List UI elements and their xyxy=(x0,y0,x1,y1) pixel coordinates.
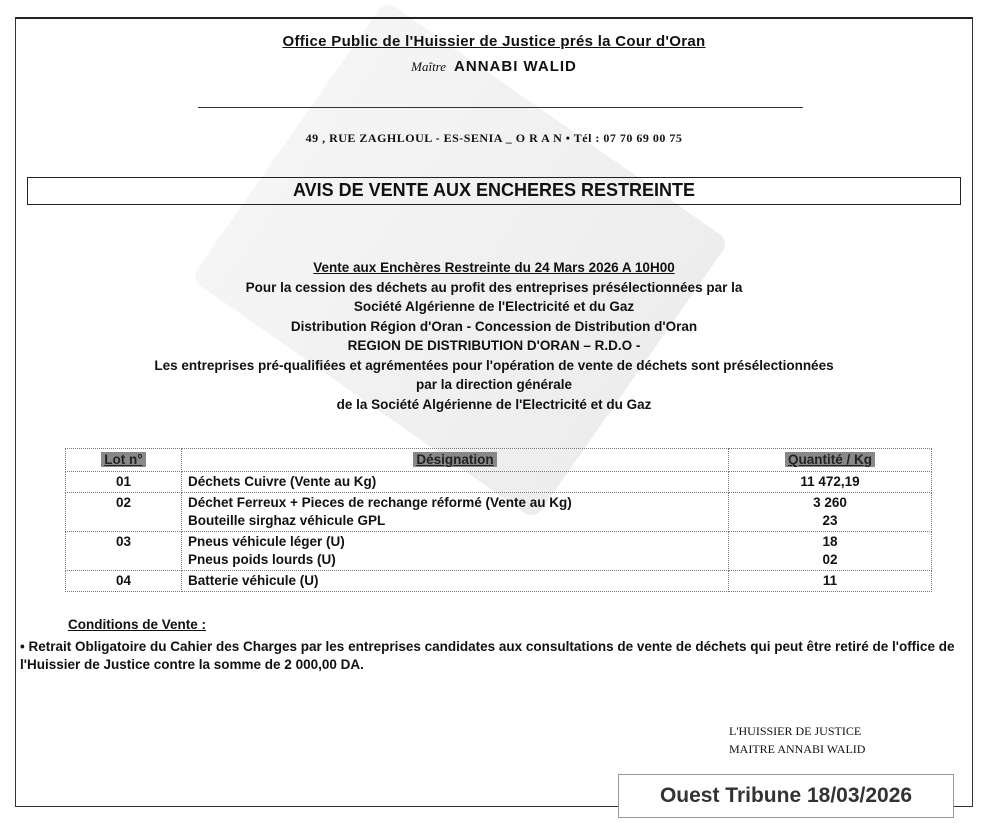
quantity-cell: 18 02 xyxy=(728,531,932,571)
designation-text: Batterie véhicule (U) xyxy=(188,573,319,588)
signature: L'HUISSIER DE JUSTICE MAITRE ANNABI WALI… xyxy=(729,722,865,758)
quantity-text: 23 xyxy=(822,513,838,528)
quantity-cell: 11 472,19 xyxy=(728,471,932,493)
notice-frame xyxy=(15,17,973,807)
lot-cell: 04 xyxy=(65,570,182,592)
designation-cell: Déchets Cuivre (Vente au Kg) xyxy=(181,471,729,493)
lot-cell: 01 xyxy=(65,471,182,493)
lot-text: 01 xyxy=(115,474,132,489)
lot-cell: 03 xyxy=(65,531,182,571)
header-lot: Lot n° xyxy=(65,448,182,472)
source-stamp: Ouest Tribune 18/03/2026 xyxy=(618,774,954,818)
designation-text: Pneus véhicule léger (U) xyxy=(188,534,345,549)
intro-line: par la direction générale xyxy=(415,377,573,392)
table-row: 04 Batterie véhicule (U) 11 xyxy=(65,570,932,592)
designation-text: Déchet Ferreux + Pieces de rechange réfo… xyxy=(188,495,572,510)
intro-block: Vente aux Enchères Restreinte du 24 Mars… xyxy=(0,258,988,414)
designation-text: Déchets Cuivre (Vente au Kg) xyxy=(188,474,377,489)
intro-line: Société Algérienne de l'Electricité et d… xyxy=(353,299,635,314)
name-text: ANNABI WALID xyxy=(454,58,577,75)
intro-line: Distribution Région d'Oran - Concession … xyxy=(290,318,698,334)
table-row: 02 Déchet Ferreux + Pieces de rechange ré… xyxy=(65,492,932,532)
bailiff-name: Maître ANNABI WALID xyxy=(0,58,988,75)
signature-title: L'HUISSIER DE JUSTICE xyxy=(729,724,862,738)
sale-date-line: Vente aux Enchères Restreinte du 24 Mars… xyxy=(313,260,675,275)
address: 49 , RUE ZAGHLOUL - ES-SENIA _ O R A N •… xyxy=(305,131,683,145)
maitre-prefix: Maître xyxy=(411,59,447,74)
signature-name: MAITRE ANNABI WALID xyxy=(729,742,866,756)
designation-text: Bouteille sirghaz véhicule GPL xyxy=(188,513,386,528)
quantity-text: 11 472,19 xyxy=(800,474,860,489)
header-divider xyxy=(198,107,803,108)
lot-text: 04 xyxy=(115,573,132,588)
quantity-text: 3 260 xyxy=(813,495,847,510)
designation-cell: Pneus véhicule léger (U) Pneus poids lour… xyxy=(181,531,729,571)
table-row: 01 Déchets Cuivre (Vente au Kg) 11 472,19 xyxy=(65,471,932,493)
quantity-cell: 11 xyxy=(728,570,932,592)
office-heading: Office Public de l'Huissier de Justice p… xyxy=(282,33,706,50)
header-designation: Désignation xyxy=(181,448,729,472)
intro-line: Les entreprises pré-qualifiées et agréme… xyxy=(154,357,834,373)
conditions-text: • Retrait Obligatoire du Cahier des Char… xyxy=(20,639,955,672)
designation-cell: Batterie véhicule (U) xyxy=(181,570,729,592)
quantity-cell: 3 260 23 xyxy=(728,492,932,532)
intro-line: REGION DE DISTRIBUTION D'ORAN – R.D.O - xyxy=(347,338,641,353)
quantity-text: 02 xyxy=(822,552,838,567)
conditions-heading: Conditions de Vente : xyxy=(68,617,207,632)
table-row: 03 Pneus véhicule léger (U) Pneus poids lo… xyxy=(65,531,932,571)
lots-table: Lot n° Désignation Quantité / Kg 01 Déche… xyxy=(65,448,932,592)
header-quantity: Quantité / Kg xyxy=(728,448,932,472)
lot-text: 03 xyxy=(115,534,132,549)
lot-text: 02 xyxy=(115,495,132,510)
designation-cell: Déchet Ferreux + Pieces de rechange réfo… xyxy=(181,492,729,532)
designation-text: Pneus poids lourds (U) xyxy=(188,552,336,567)
intro-line: de la Société Algérienne de l'Electricit… xyxy=(336,396,652,412)
lot-cell: 02 xyxy=(65,492,182,532)
quantity-text: 11 xyxy=(822,573,838,588)
intro-line: Pour la cession des déchets au profit de… xyxy=(245,279,743,295)
table-header-row: Lot n° Désignation Quantité / Kg xyxy=(65,448,932,472)
quantity-text: 18 xyxy=(822,534,838,549)
notice-title: AVIS DE VENTE AUX ENCHERES RESTREINTE xyxy=(27,177,961,205)
